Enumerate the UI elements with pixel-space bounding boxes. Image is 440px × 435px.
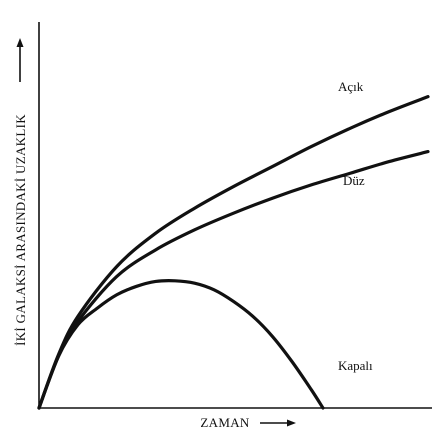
x-axis-arrow-icon — [260, 419, 296, 427]
x-axis-title: ZAMAN — [200, 415, 249, 430]
y-axis-arrow-icon — [16, 38, 24, 82]
series-line-3 — [37, 279, 325, 410]
series-line-1 — [37, 95, 430, 410]
series-line-2 — [37, 149, 430, 410]
series-label-2: Düz — [343, 173, 365, 188]
series-label-3: Kapalı — [338, 358, 373, 373]
series-layer: Açık Düz Kapalı — [37, 79, 430, 410]
series-label-1: Açık — [338, 79, 364, 94]
y-axis-title: İKİ GALAKSİ ARASINDAKİ UZAKLIK — [13, 114, 28, 346]
